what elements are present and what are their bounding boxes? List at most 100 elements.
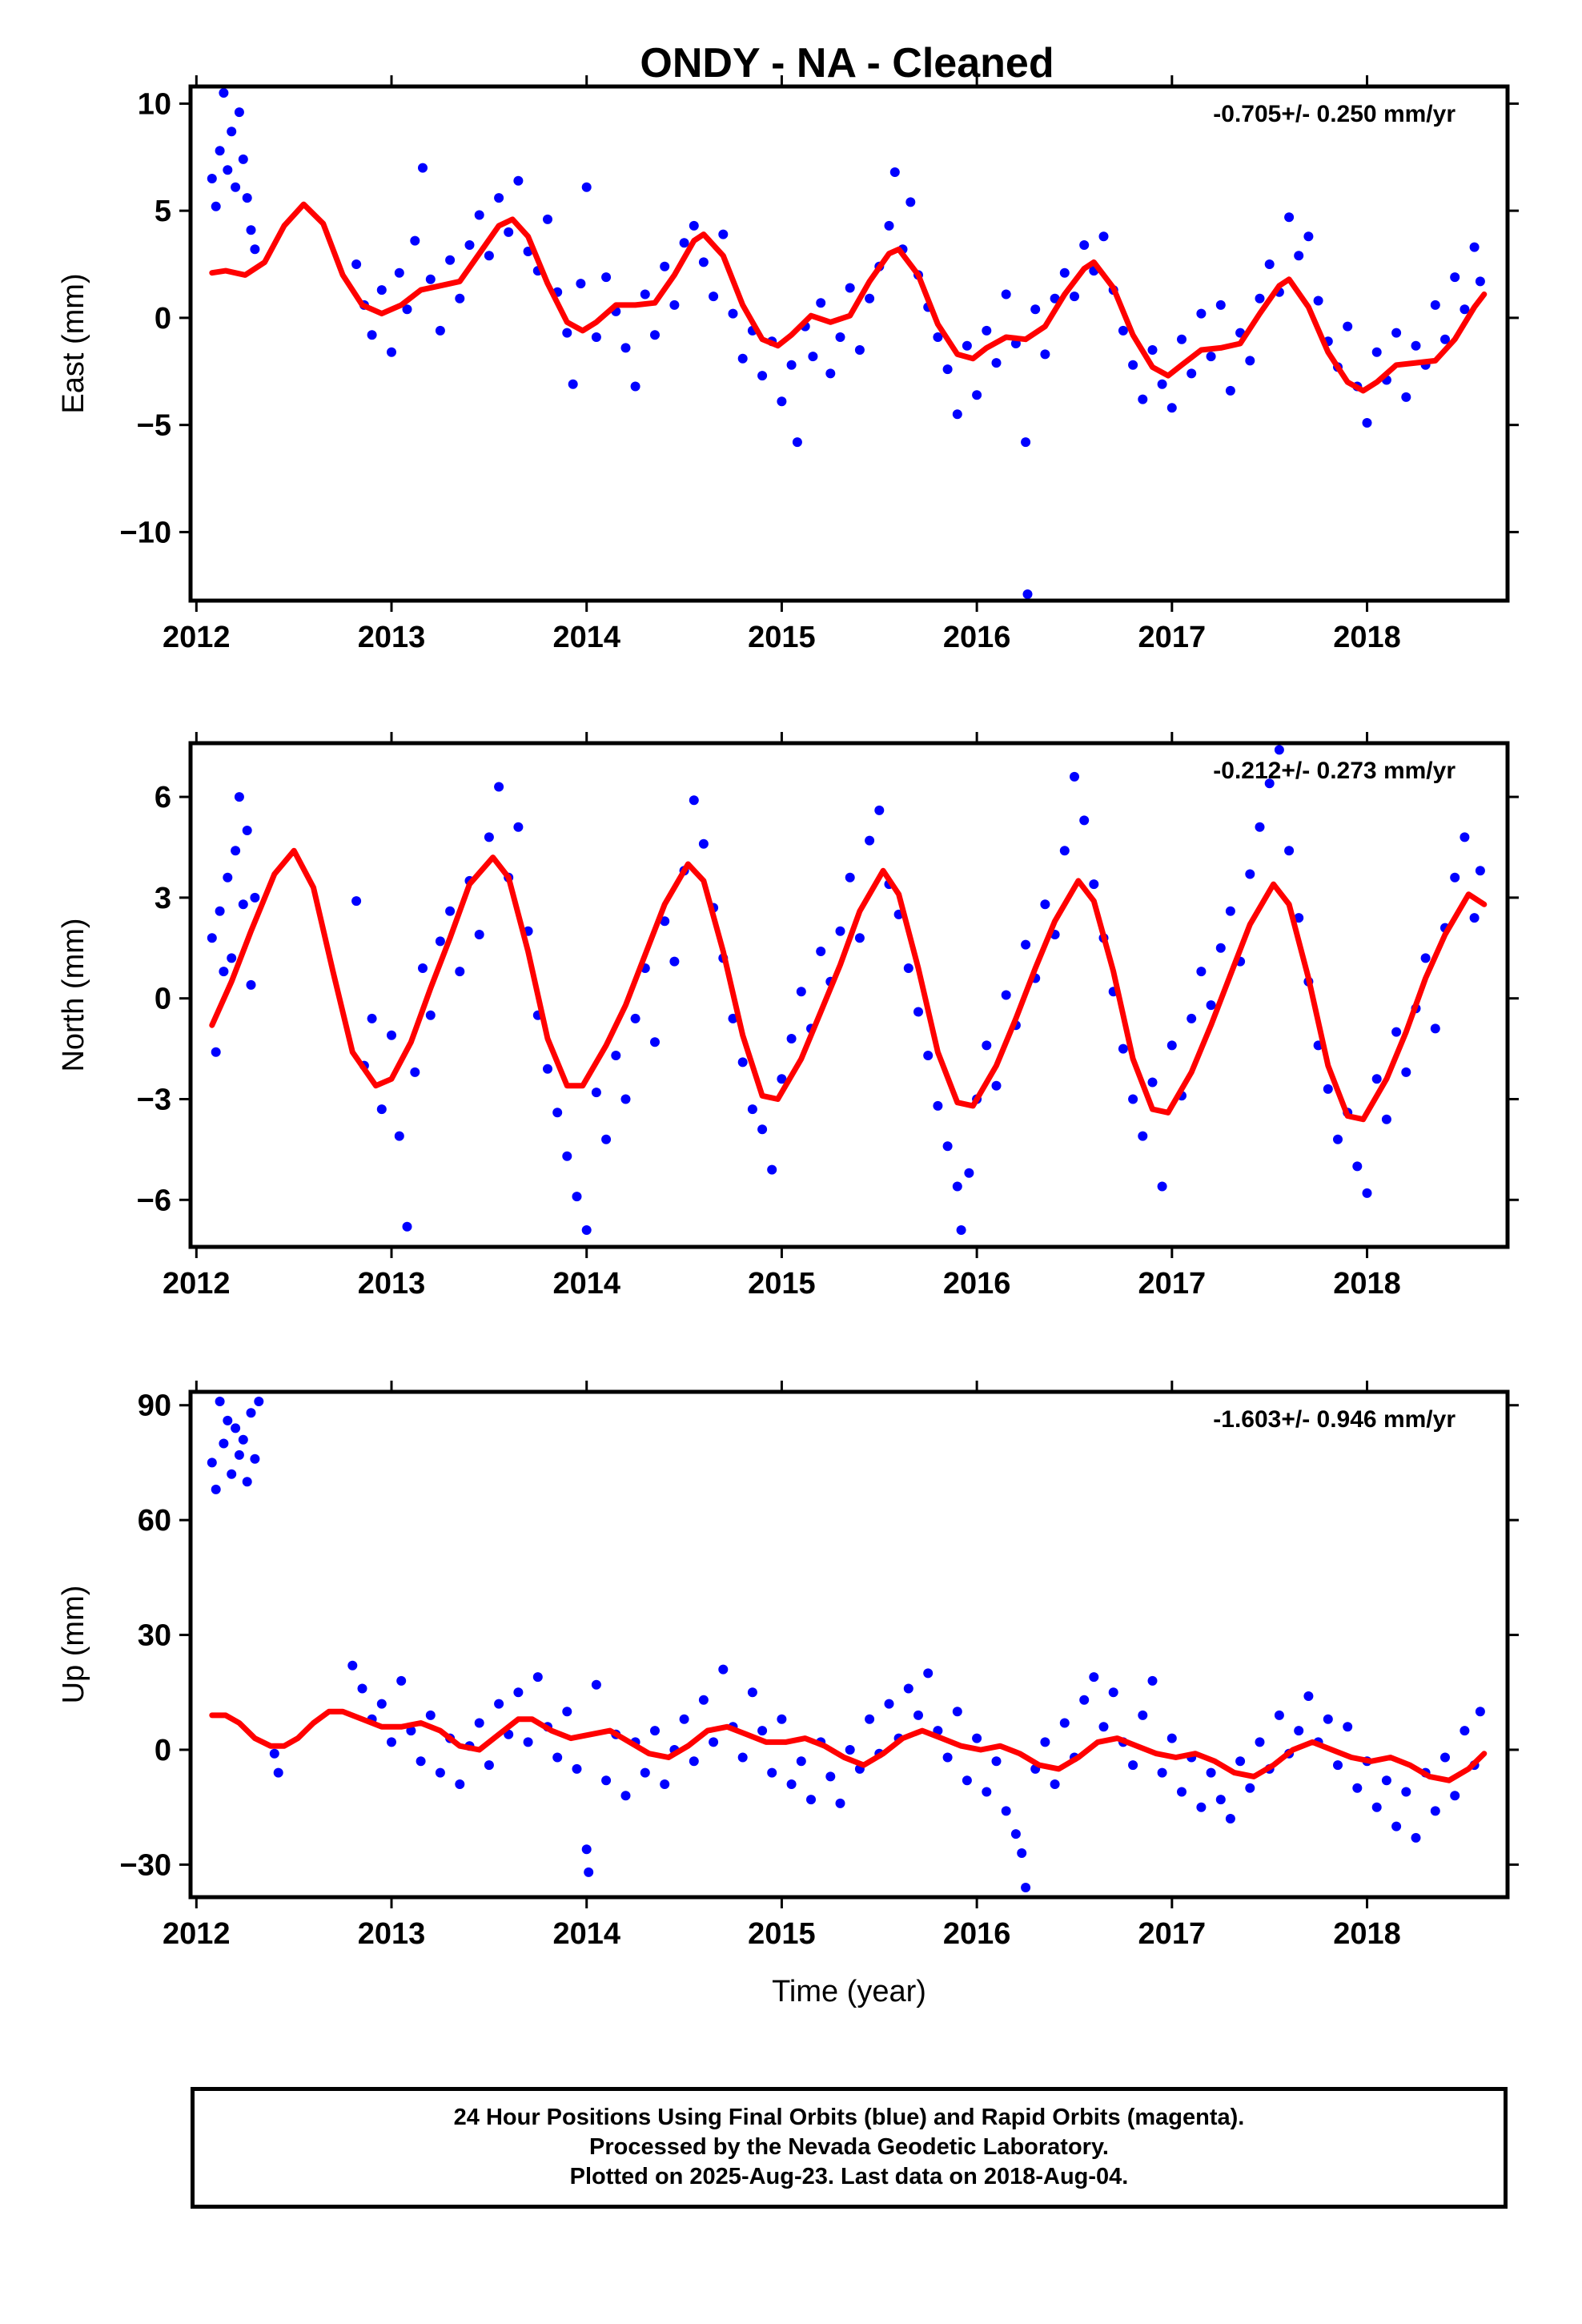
data-point [223, 872, 233, 883]
x-tick-label: 2018 [1333, 1917, 1401, 1951]
data-point [1333, 1134, 1343, 1144]
data-point [1391, 1027, 1402, 1037]
y-tick-label: −3 [137, 1083, 171, 1116]
data-point [591, 1088, 601, 1098]
data-point [1469, 913, 1480, 923]
data-point [952, 1181, 962, 1192]
data-point [1255, 822, 1265, 832]
x-axis-label: Time (year) [772, 1975, 926, 2008]
data-point [376, 1699, 387, 1709]
x-tick-label: 2017 [1138, 1917, 1207, 1951]
data-point [568, 379, 578, 389]
data-point [845, 872, 855, 883]
data-point [737, 1752, 748, 1763]
panel-up: 2012 2013 2014 2015 2016 2017 2018 −30 0 30 60 90 Up… [57, 1381, 1519, 2008]
data-point [835, 926, 845, 936]
data-point [445, 255, 456, 265]
data-point [792, 437, 802, 448]
data-point [1128, 360, 1138, 370]
data-point [942, 364, 953, 375]
y-tick-label: 90 [138, 1389, 171, 1423]
data-point [913, 1710, 923, 1720]
data-point [1362, 1188, 1372, 1198]
data-point [1391, 328, 1402, 338]
data-point [207, 174, 217, 183]
x-tick-label: 2012 [163, 621, 231, 654]
data-point [1475, 276, 1485, 287]
data-point [1430, 1023, 1440, 1034]
data-point [903, 1683, 913, 1694]
data-point [923, 1051, 934, 1060]
data-point [660, 1779, 670, 1789]
data-point [956, 1225, 966, 1235]
data-point [1166, 1040, 1177, 1051]
data-point [1021, 437, 1031, 448]
data-point [1225, 385, 1235, 396]
data-point [601, 1775, 612, 1786]
data-point [728, 1013, 738, 1023]
y-tick-label: 6 [155, 781, 171, 814]
panel-east: 2012 2013 2014 2015 2016 2017 2018 −10 −5 0 5 10 Eas… [57, 75, 1519, 654]
x-tick-label: 2015 [748, 1267, 816, 1301]
data-point [1460, 304, 1470, 315]
data-point [1362, 418, 1372, 428]
data-point [219, 1438, 229, 1449]
data-point [246, 1408, 256, 1418]
y-tick-label: −10 [120, 516, 171, 549]
data-point [1235, 1756, 1246, 1767]
data-point [591, 1679, 601, 1690]
data-point [1040, 899, 1050, 910]
data-point [1284, 846, 1295, 856]
data-point [207, 933, 217, 943]
data-point [845, 283, 855, 293]
data-point [1440, 1752, 1450, 1763]
data-point [223, 165, 233, 175]
data-point [1440, 334, 1450, 344]
data-point [223, 1415, 233, 1425]
data-point [1128, 1760, 1138, 1771]
data-point [884, 220, 894, 231]
data-point [1206, 1767, 1216, 1778]
data-point [903, 963, 913, 973]
data-point [227, 953, 237, 963]
data-point [640, 1767, 650, 1778]
data-point [1391, 1821, 1402, 1831]
data-point [231, 182, 241, 192]
data-point [865, 293, 875, 304]
data-point [865, 835, 875, 846]
data-point [1177, 334, 1186, 344]
data-point [1371, 347, 1382, 357]
data-point [1177, 1787, 1186, 1797]
data-point [757, 371, 768, 381]
data-point [1255, 1737, 1265, 1747]
data-point [269, 1748, 279, 1759]
data-point [1138, 1710, 1148, 1720]
data-point [1460, 832, 1470, 842]
data-point [991, 1756, 1002, 1767]
data-point [435, 936, 445, 947]
data-point [1245, 1783, 1255, 1793]
rate-annotation: -0.212+/- 0.273 mm/yr [1213, 758, 1456, 784]
data-point [242, 193, 252, 203]
data-point [757, 1726, 768, 1736]
x-tick-label: 2018 [1333, 1267, 1401, 1301]
data-point [584, 1867, 594, 1877]
data-point [630, 1013, 640, 1023]
data-point [806, 1795, 816, 1805]
data-point [572, 1192, 582, 1202]
data-point [1059, 846, 1070, 856]
data-point [1070, 771, 1079, 782]
plot-frame [188, 1389, 1510, 1900]
data-point [1323, 1714, 1333, 1724]
data-point [718, 1664, 729, 1675]
data-point [620, 1791, 631, 1801]
data-point [952, 1707, 962, 1717]
data-point [942, 1752, 953, 1763]
data-point [737, 1057, 748, 1068]
data-point [1040, 1737, 1050, 1747]
data-point [796, 987, 806, 997]
y-tick-label: −6 [137, 1184, 171, 1217]
data-point [777, 1714, 787, 1724]
data-point [231, 846, 241, 856]
data-point [238, 154, 248, 164]
